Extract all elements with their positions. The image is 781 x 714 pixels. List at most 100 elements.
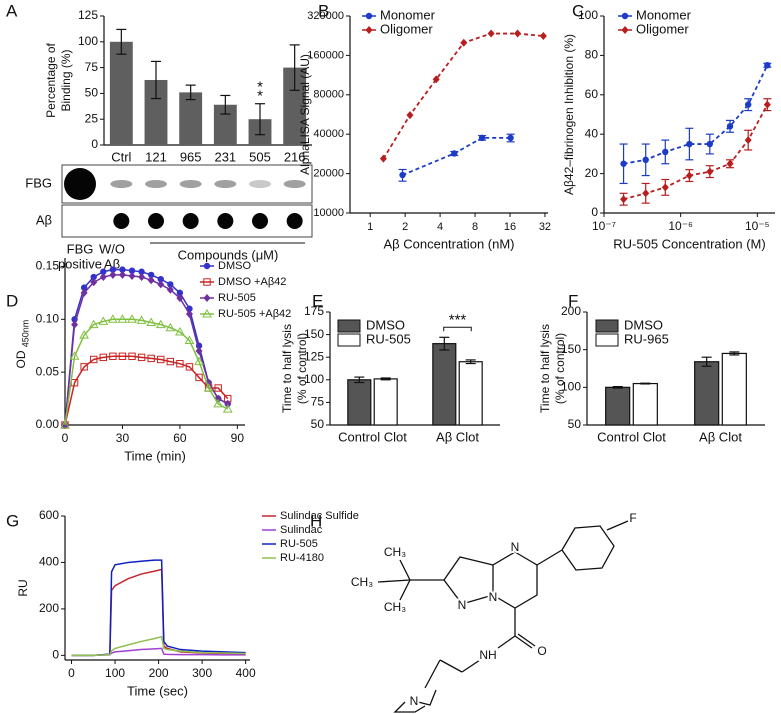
data-point: [642, 189, 650, 198]
blot-lane-label: FBG: [67, 241, 94, 256]
legend-label: RU-505: [366, 331, 411, 346]
legend-label: Sulindac: [280, 524, 323, 536]
legend-label: RU-505: [280, 538, 318, 550]
data-point: [128, 267, 136, 274]
blot-row-label: FBG: [25, 175, 52, 190]
x-tick-label: 4: [437, 221, 443, 233]
y-tick-label: 0: [591, 205, 598, 219]
y-axis-label-sub: 450nm: [20, 320, 30, 348]
y-tick-label: 100: [304, 372, 324, 386]
data-point: [80, 288, 88, 297]
x-tick-label: 10⁻⁷: [592, 219, 616, 233]
legend-label: RU-505 +Aβ42: [218, 308, 291, 320]
significance: *: [257, 79, 263, 96]
x-tick-label: 0: [68, 666, 75, 680]
data-point: [661, 183, 669, 192]
legend-label: RU-505: [218, 292, 256, 304]
significance: ***: [449, 311, 467, 328]
structure-bonds: [377, 520, 629, 713]
y-axis-label: RU: [16, 579, 30, 596]
bar: [109, 41, 133, 145]
data-point: [80, 284, 88, 291]
bar: [432, 343, 457, 426]
x-tick-label: Aβ Clot: [699, 429, 742, 444]
data-point: [167, 281, 174, 288]
y-tick-label: 600: [39, 508, 59, 522]
x-tick-label: 8: [472, 221, 478, 233]
atom-label: NH: [479, 648, 496, 662]
y-tick-label: 75: [311, 395, 325, 409]
data-point: [642, 156, 649, 164]
y-tick-label: 320000: [307, 10, 344, 22]
legend-marker: [621, 12, 629, 20]
blot-lane-label: positive: [58, 256, 102, 271]
data-point: [176, 294, 184, 303]
y-axis-label: Time to half lysis: [280, 324, 294, 413]
y-tick-label: 400: [39, 555, 59, 569]
data-point: [109, 266, 117, 273]
data-point: [379, 154, 387, 163]
x-tick-label: 10⁻⁵: [745, 219, 770, 233]
y-tick-label: 50: [568, 417, 582, 431]
data-point: [79, 330, 90, 339]
data-point: [214, 384, 222, 392]
atom-label: N: [489, 590, 498, 604]
panel-letter: D: [6, 291, 18, 310]
data-point: [744, 101, 752, 108]
data-point: [90, 273, 97, 281]
data-point: [222, 404, 233, 413]
significance-bracket: [443, 326, 472, 332]
x-tick-label: 60: [173, 431, 187, 445]
data-point: [763, 100, 771, 109]
x-tick-label: 400: [236, 666, 256, 680]
line: [64, 355, 229, 426]
legend-swatch: [595, 333, 619, 347]
data-point: [175, 326, 185, 336]
legend-marker: [203, 278, 211, 286]
y-tick-label: 150: [304, 327, 324, 341]
data-point: [185, 363, 194, 371]
fit-line: [623, 64, 769, 165]
blot-spot: [217, 213, 234, 229]
data-point: [620, 160, 627, 167]
y-tick-label: 60: [585, 87, 599, 101]
data-point: [184, 335, 195, 344]
data-point: [138, 268, 145, 275]
atom-label: N: [458, 598, 467, 612]
bar: [694, 361, 720, 426]
data-point: [98, 316, 109, 325]
data-point: [432, 75, 440, 84]
data-point: [128, 271, 136, 280]
fit-line: [623, 104, 769, 201]
x-tick-label: 121: [145, 149, 167, 164]
bar: [373, 378, 398, 426]
x-tick-label: 200: [149, 666, 169, 680]
x-tick-label: Aβ Clot: [436, 429, 479, 444]
data-point: [726, 159, 734, 168]
x-tick-label: 216: [284, 149, 306, 164]
atom-label: CH₃: [384, 600, 406, 614]
y-tick-label: 40000: [313, 128, 344, 140]
data-point: [136, 315, 147, 324]
data-point: [157, 280, 165, 289]
legend-label: Monomer: [636, 7, 692, 22]
y-tick-label: 10000: [313, 207, 344, 219]
data-point: [165, 322, 176, 332]
data-point: [203, 382, 214, 392]
data-point: [514, 29, 522, 38]
x-tick-label: 1: [367, 221, 373, 233]
line: [71, 559, 246, 657]
y-tick-label: 25: [85, 111, 99, 125]
x-tick-label: 100: [105, 666, 125, 680]
line: [71, 635, 246, 657]
legend-label: DMSO: [218, 260, 251, 272]
atom-label: CH₃: [384, 545, 406, 559]
bar: [213, 104, 237, 145]
data-point: [80, 363, 88, 371]
legend-marker: [365, 12, 373, 20]
x-tick-label: 90: [231, 431, 245, 445]
blot-band: [283, 180, 306, 188]
y-axis-label: OD: [14, 350, 28, 368]
